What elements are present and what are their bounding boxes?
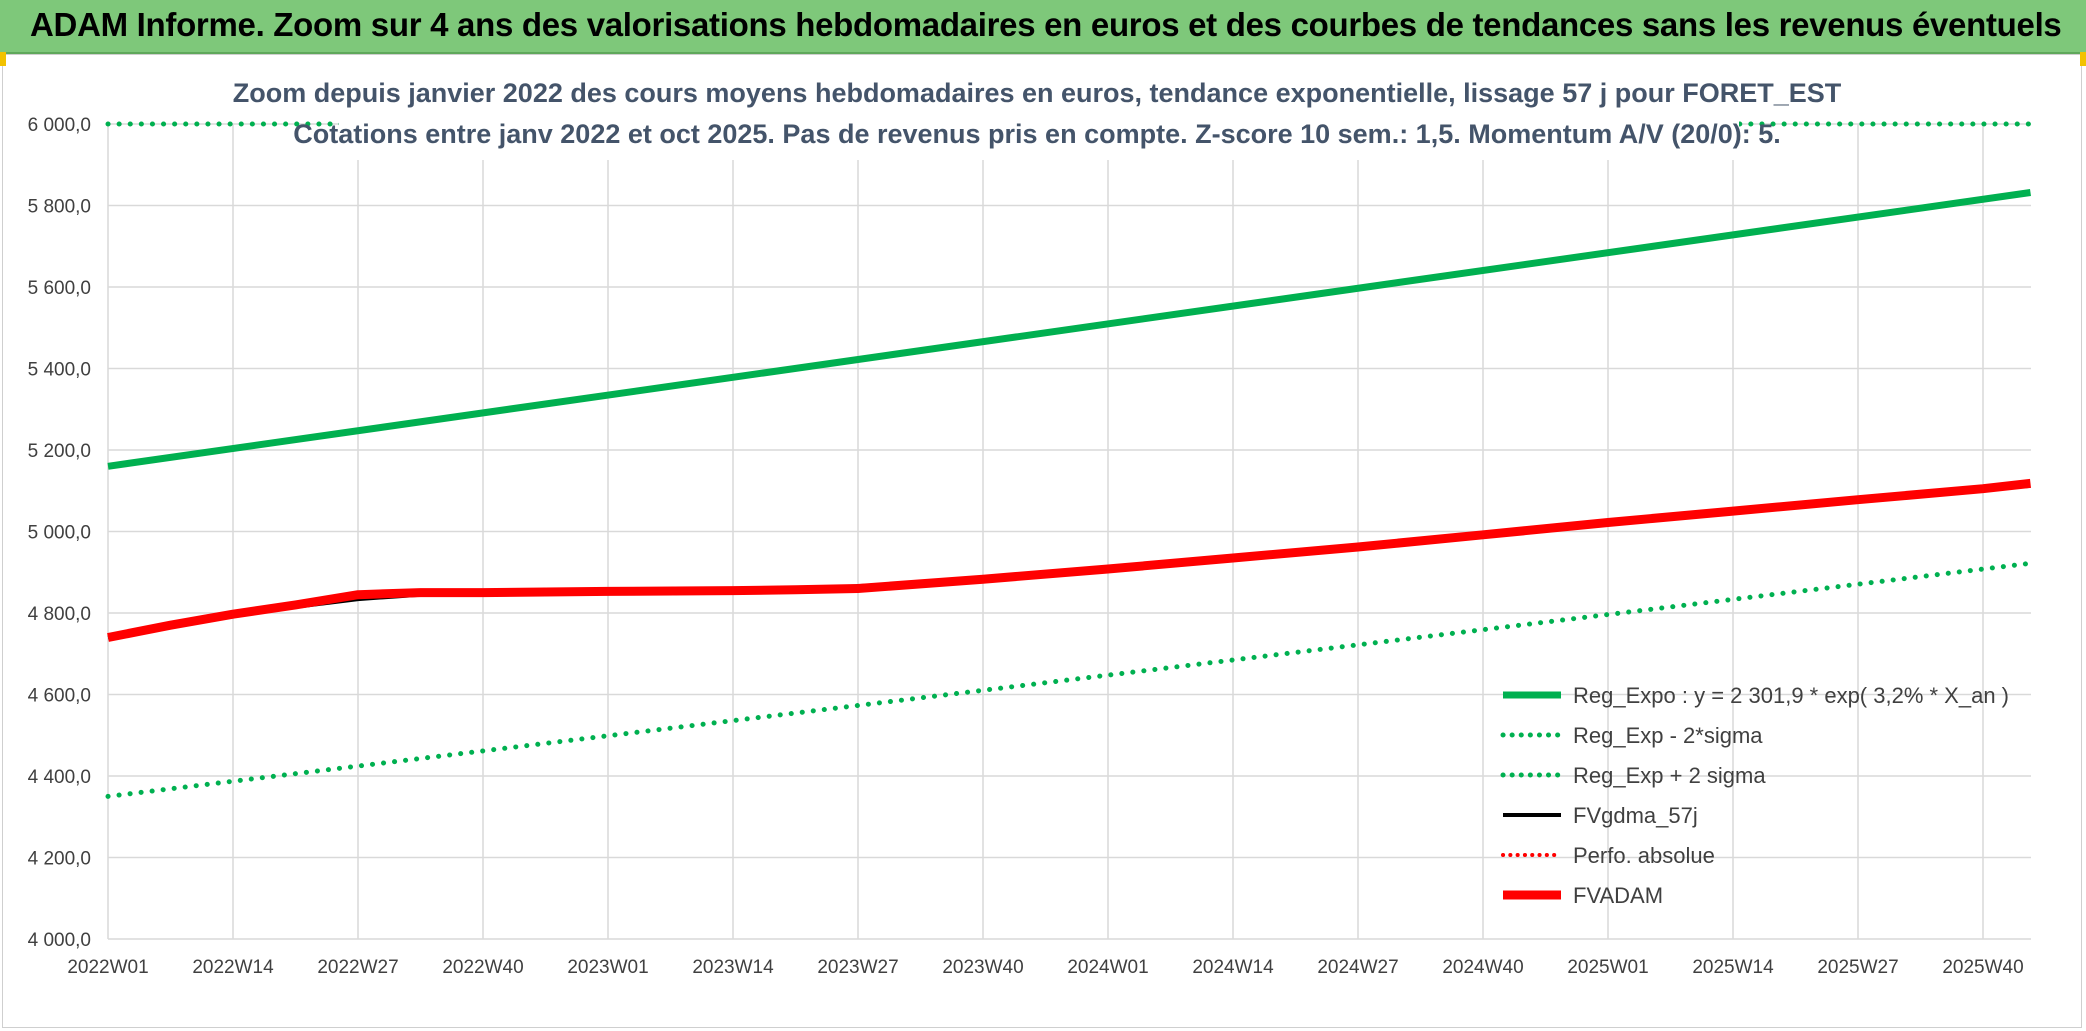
- x-axis-ticks: 2022W01 2022W14 2022W27 2022W40 2023W01 2023W…: [67, 957, 2023, 978]
- x-tick-label: 2023W14: [692, 957, 774, 978]
- legend-label: FVADAM: [1573, 883, 1663, 908]
- x-tick-label: 2024W14: [1192, 957, 1274, 978]
- x-tick-label: 2025W14: [1692, 957, 1774, 978]
- series-layer: [105, 121, 2033, 799]
- x-tick-label: 2022W14: [192, 957, 274, 978]
- x-tick-label: 2024W40: [1442, 957, 1523, 978]
- legend-label: Reg_Expo : y = 2 301,9 * exp( 3,2% * X_a…: [1573, 683, 2009, 708]
- chart-legend: Reg_Expo : y = 2 301,9 * exp( 3,2% * X_a…: [1500, 683, 2009, 908]
- report-banner: ADAM Informe. Zoom sur 4 ans des valoris…: [0, 0, 2086, 54]
- chart-subtitle-line1: Zoom depuis janvier 2022 des cours moyen…: [233, 78, 1842, 108]
- y-tick-label: 4 000,0: [28, 930, 91, 951]
- x-tick-label: 2023W01: [567, 957, 648, 978]
- y-tick-label: 5 400,0: [28, 360, 91, 381]
- y-tick-label: 5 000,0: [28, 523, 91, 544]
- legend-label: Reg_Exp + 2 sigma: [1573, 763, 1766, 788]
- subtitle-background: [339, 60, 1739, 160]
- line-chart: 4 000,0 4 200,0 4 400,0 4 600,0 4 800,0 5 000…: [28, 60, 2033, 978]
- series-line-5: [107, 478, 2031, 642]
- x-tick-label: 2025W27: [1817, 957, 1898, 978]
- legend-label: Reg_Exp - 2*sigma: [1573, 723, 1763, 748]
- grid-lines: [107, 123, 2031, 940]
- y-tick-label: 5 200,0: [28, 441, 91, 462]
- x-tick-label: 2022W40: [442, 957, 523, 978]
- x-tick-label: 2022W27: [317, 957, 398, 978]
- y-axis-ticks: 4 000,0 4 200,0 4 400,0 4 600,0 4 800,0 5 000…: [28, 115, 91, 951]
- series-line-1: [105, 560, 2033, 799]
- chart-subtitle-line2: Cotations entre janv 2022 et oct 2025. P…: [293, 119, 1781, 149]
- x-tick-label: 2025W40: [1942, 957, 2023, 978]
- chart-frame: 4 000,0 4 200,0 4 400,0 4 600,0 4 800,0 5 000…: [2, 54, 2082, 1028]
- y-tick-label: 6 000,0: [28, 115, 91, 136]
- corner-mark-right: [2080, 52, 2086, 66]
- x-tick-label: 2024W27: [1317, 957, 1398, 978]
- y-tick-label: 5 600,0: [28, 278, 91, 299]
- legend-label: FVgdma_57j: [1573, 803, 1698, 828]
- y-tick-label: 4 600,0: [28, 686, 91, 707]
- x-tick-label: 2022W01: [67, 957, 148, 978]
- y-tick-label: 4 800,0: [28, 604, 91, 625]
- report-title: ADAM Informe. Zoom sur 4 ans des valoris…: [30, 6, 2062, 43]
- y-tick-label: 5 800,0: [28, 197, 91, 218]
- y-tick-label: 4 400,0: [28, 767, 91, 788]
- x-tick-label: 2025W01: [1567, 957, 1648, 978]
- x-tick-label: 2023W40: [942, 957, 1023, 978]
- legend-label: Perfo. absolue: [1573, 843, 1715, 868]
- x-tick-label: 2024W01: [1067, 957, 1148, 978]
- series-line-0: [107, 189, 2031, 470]
- y-tick-label: 4 200,0: [28, 849, 91, 870]
- corner-mark-left: [0, 52, 6, 66]
- x-tick-label: 2023W27: [817, 957, 898, 978]
